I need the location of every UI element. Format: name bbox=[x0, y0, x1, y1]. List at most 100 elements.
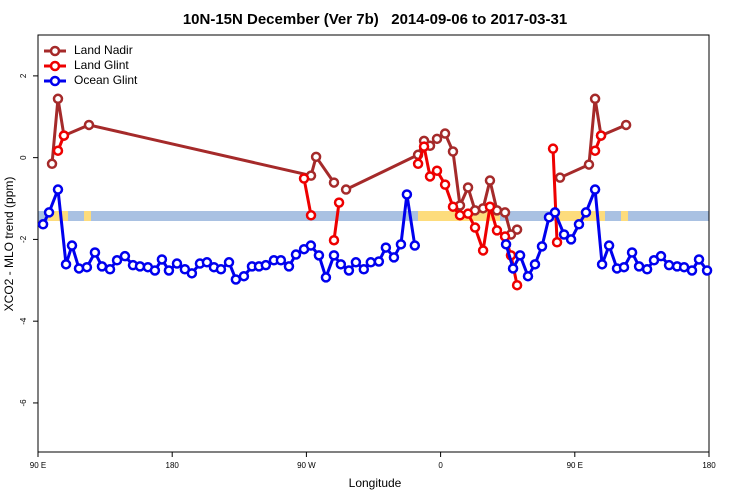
data-point bbox=[500, 239, 512, 250]
data-point bbox=[454, 210, 466, 221]
data-point bbox=[89, 247, 101, 258]
data-point bbox=[412, 158, 424, 170]
data-point bbox=[58, 130, 70, 141]
data-point bbox=[380, 242, 392, 253]
band bbox=[38, 211, 709, 221]
x-tick-label: 90 E bbox=[30, 461, 46, 470]
data-point bbox=[111, 255, 123, 266]
data-point bbox=[565, 234, 577, 245]
data-point bbox=[491, 225, 503, 236]
data-point bbox=[171, 258, 183, 269]
data-point bbox=[60, 259, 72, 270]
data-point bbox=[431, 133, 443, 145]
data-point bbox=[83, 119, 95, 131]
data-point bbox=[310, 151, 322, 163]
band-yellow bbox=[555, 211, 605, 221]
y-tick-label: -2 bbox=[19, 235, 28, 243]
data-point bbox=[620, 119, 632, 131]
data-point bbox=[328, 177, 340, 188]
y-tick-label: -4 bbox=[19, 317, 28, 325]
data-point bbox=[507, 263, 519, 274]
data-point bbox=[439, 128, 451, 139]
data-point bbox=[693, 254, 705, 265]
data-point bbox=[484, 201, 496, 212]
legend-label: Land Glint bbox=[74, 58, 129, 72]
data-point bbox=[558, 229, 570, 240]
data-point bbox=[43, 207, 55, 218]
band-yellow bbox=[84, 211, 91, 221]
data-point bbox=[603, 240, 615, 251]
data-point bbox=[66, 240, 78, 251]
data-point bbox=[305, 240, 317, 251]
band-yellow bbox=[621, 211, 628, 221]
data-point bbox=[328, 234, 340, 246]
data-point bbox=[335, 259, 347, 270]
data-point bbox=[358, 264, 370, 275]
data-point bbox=[163, 265, 175, 276]
data-point bbox=[469, 222, 481, 233]
data-point bbox=[186, 268, 198, 279]
data-point bbox=[96, 261, 108, 272]
data-point bbox=[655, 250, 667, 262]
data-point bbox=[275, 255, 287, 266]
data-point bbox=[549, 207, 561, 218]
data-point bbox=[401, 189, 413, 200]
data-point bbox=[52, 184, 64, 195]
data-point bbox=[238, 270, 250, 282]
data-point bbox=[536, 241, 548, 252]
data-point bbox=[626, 247, 638, 258]
data-point bbox=[589, 93, 601, 105]
x-tick-label: 90 E bbox=[567, 461, 583, 470]
data-point bbox=[388, 252, 400, 263]
data-point bbox=[313, 250, 325, 261]
legend-label: Ocean Glint bbox=[74, 73, 138, 87]
data-point bbox=[373, 256, 385, 267]
data-point bbox=[230, 274, 242, 285]
data-point bbox=[52, 93, 64, 105]
legend-marker bbox=[49, 45, 61, 57]
data-point bbox=[554, 172, 566, 183]
data-point bbox=[149, 265, 161, 276]
plot-frame bbox=[37, 34, 710, 453]
data-point bbox=[201, 257, 213, 268]
y-axis-label: XCO2 - MLO trend (ppm) bbox=[2, 177, 16, 312]
legend-marker bbox=[49, 60, 61, 72]
data-point bbox=[290, 249, 302, 260]
data-point bbox=[350, 257, 362, 268]
data-point bbox=[573, 219, 585, 230]
data-point bbox=[589, 184, 601, 195]
data-point bbox=[514, 250, 526, 261]
data-point bbox=[686, 265, 698, 276]
x-tick-label: 90 W bbox=[297, 461, 316, 470]
data-point bbox=[431, 165, 443, 176]
y-tick-label: -6 bbox=[19, 399, 28, 407]
data-point bbox=[529, 259, 541, 270]
data-point bbox=[104, 264, 116, 275]
data-point bbox=[663, 259, 675, 271]
data-point bbox=[499, 207, 511, 218]
data-point bbox=[447, 146, 459, 157]
data-point bbox=[340, 184, 352, 195]
data-point bbox=[365, 257, 377, 268]
data-point bbox=[37, 219, 49, 230]
data-point bbox=[580, 207, 592, 218]
data-point bbox=[633, 261, 645, 272]
data-point bbox=[333, 197, 345, 208]
data-point bbox=[477, 245, 489, 256]
legend-label: Land Nadir bbox=[74, 43, 133, 57]
band-yellow bbox=[48, 211, 68, 221]
data-point bbox=[283, 261, 295, 272]
data-point bbox=[589, 145, 601, 156]
data-point bbox=[462, 208, 474, 219]
legend-marker bbox=[49, 75, 61, 87]
data-point bbox=[641, 264, 653, 275]
data-point bbox=[551, 237, 563, 248]
x-tick-label: 180 bbox=[166, 461, 180, 470]
data-point bbox=[547, 143, 559, 154]
data-point bbox=[424, 171, 436, 182]
data-point bbox=[583, 159, 595, 170]
chart-title: 10N-15N December (Ver 7b) 2014-09-06 to … bbox=[183, 11, 567, 28]
data-point bbox=[320, 272, 332, 283]
data-point bbox=[260, 259, 272, 271]
